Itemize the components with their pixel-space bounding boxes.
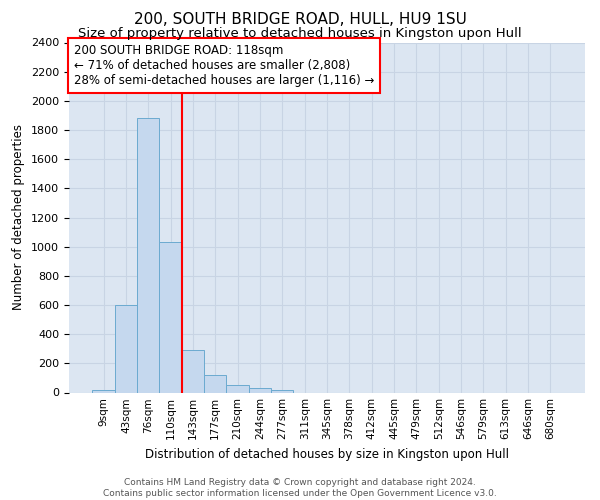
Text: Size of property relative to detached houses in Kingston upon Hull: Size of property relative to detached ho… bbox=[78, 28, 522, 40]
Text: 200 SOUTH BRIDGE ROAD: 118sqm
← 71% of detached houses are smaller (2,808)
28% o: 200 SOUTH BRIDGE ROAD: 118sqm ← 71% of d… bbox=[74, 44, 374, 87]
X-axis label: Distribution of detached houses by size in Kingston upon Hull: Distribution of detached houses by size … bbox=[145, 448, 509, 461]
Bar bbox=[271, 390, 293, 392]
Y-axis label: Number of detached properties: Number of detached properties bbox=[13, 124, 25, 310]
Bar bbox=[115, 305, 137, 392]
Text: Contains HM Land Registry data © Crown copyright and database right 2024.
Contai: Contains HM Land Registry data © Crown c… bbox=[103, 478, 497, 498]
Bar bbox=[92, 390, 115, 392]
Bar bbox=[182, 350, 204, 393]
Bar bbox=[137, 118, 160, 392]
Bar bbox=[249, 388, 271, 392]
Bar bbox=[204, 375, 226, 392]
Bar bbox=[226, 385, 249, 392]
Bar bbox=[160, 242, 182, 392]
Text: 200, SOUTH BRIDGE ROAD, HULL, HU9 1SU: 200, SOUTH BRIDGE ROAD, HULL, HU9 1SU bbox=[134, 12, 466, 28]
